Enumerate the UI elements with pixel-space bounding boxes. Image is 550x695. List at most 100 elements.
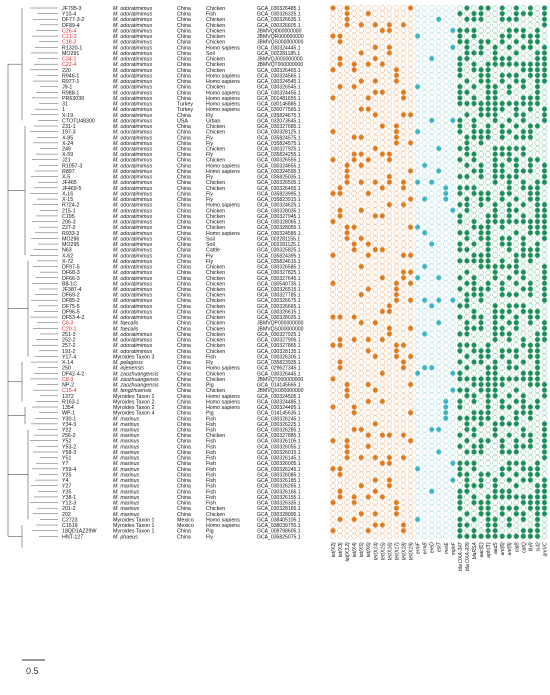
gene-cell	[421, 50, 428, 56]
gene-cell	[450, 308, 456, 315]
gene-cell	[464, 303, 470, 309]
gene-cell	[527, 10, 534, 17]
gene-cell	[344, 443, 350, 450]
gene-cell	[428, 72, 435, 79]
gene-cell	[520, 33, 527, 39]
gene-cell	[421, 173, 428, 180]
gene-cell	[344, 303, 350, 309]
gene-cell	[478, 533, 484, 540]
gene-cell	[365, 246, 372, 253]
gene-cell	[534, 421, 541, 427]
strain-id: C20-1	[62, 326, 76, 332]
gene-cell	[330, 511, 336, 517]
gene-label: ermF	[416, 541, 422, 554]
gene-cell	[450, 246, 456, 253]
gene-cell	[464, 454, 470, 461]
gene-cell	[450, 258, 456, 264]
gene-cell	[428, 140, 435, 146]
gene-cell	[492, 336, 498, 343]
gene-cell	[414, 370, 421, 377]
gene-cell	[485, 499, 491, 506]
gene-cell	[541, 376, 548, 382]
gene-cell	[407, 505, 414, 511]
gene-cell	[386, 190, 393, 197]
gene-cell	[393, 527, 400, 534]
strain-id: Y4	[62, 478, 69, 484]
gene-cell	[344, 263, 350, 270]
gene-cell	[386, 392, 393, 399]
gene-cell	[372, 111, 379, 118]
gene-cell	[513, 263, 520, 270]
gene-cell	[464, 482, 470, 489]
gene-cell	[464, 505, 470, 511]
gene-cell	[450, 213, 456, 219]
gene-cell	[337, 134, 343, 141]
gene-cell	[337, 376, 343, 382]
gene-cell	[485, 33, 491, 39]
strain-id: PR63039	[62, 96, 84, 102]
gene-cell	[428, 61, 435, 67]
strain-source: Chicken	[206, 225, 225, 231]
gene-cell	[414, 286, 421, 292]
strain-species: M. odoratimimus	[113, 6, 152, 12]
gene-cell	[400, 342, 407, 349]
gene-cell	[372, 230, 379, 236]
gene-cell	[506, 511, 513, 517]
gene-cell	[506, 392, 513, 399]
gene-cell	[506, 325, 513, 332]
gene-cell	[372, 258, 379, 264]
strain-source: Chicken	[206, 388, 225, 394]
gene-cell	[506, 156, 513, 163]
gene-cell	[471, 10, 477, 17]
gene-cell	[372, 533, 379, 540]
gene-cell	[464, 16, 470, 23]
strain-source: Chicken	[206, 287, 225, 293]
gene-cell	[400, 145, 407, 152]
gene-cell	[464, 336, 470, 343]
gene-cell	[450, 83, 456, 90]
gene-cell	[351, 342, 357, 349]
gene-cell	[337, 241, 343, 247]
gene-cell	[414, 336, 421, 343]
gene-cell	[351, 100, 357, 107]
gene-cell	[337, 437, 343, 444]
gene-cell	[492, 376, 498, 382]
gene-cell	[407, 426, 414, 433]
gene-cell	[330, 404, 336, 410]
gene-cell	[351, 44, 357, 51]
gene-cell	[464, 156, 470, 163]
strain-accession: GCA_030328125.1	[257, 130, 301, 136]
strain-id: DF77-3-2	[62, 17, 84, 23]
gene-cell	[534, 89, 541, 96]
strain-source: Fly	[206, 197, 213, 203]
gene-cell	[372, 117, 379, 124]
gene-cell	[450, 140, 456, 146]
strain-source: Soil	[206, 236, 215, 242]
gene-cell	[400, 196, 407, 202]
strain-country: China	[177, 73, 191, 79]
strain-accession: GCA_030328165.1	[257, 506, 301, 512]
gene-cell	[534, 482, 541, 489]
gene-cell	[421, 224, 428, 230]
gene-cell	[506, 83, 513, 90]
strain-species: M. odoratimimus	[113, 304, 152, 310]
gene-cell	[471, 196, 477, 202]
gene-cell	[337, 10, 343, 17]
gene-cell	[534, 230, 541, 236]
gene-cell	[471, 213, 477, 219]
strain-country: China	[177, 349, 191, 355]
strain-id: J21	[62, 158, 71, 164]
gene-cell	[400, 319, 407, 326]
gene-cell	[527, 134, 534, 141]
strain-source: Urban	[206, 118, 220, 124]
gene-cell	[534, 274, 541, 281]
strain-id: DF97-5	[62, 265, 80, 271]
gene-cell	[351, 494, 357, 500]
gene-cell	[513, 252, 520, 259]
gene-cell	[386, 454, 393, 461]
strain-accession: GCA_030326015.1	[257, 450, 301, 456]
gene-cell	[372, 308, 379, 315]
gene-cell	[358, 364, 365, 371]
gene-cell	[520, 319, 527, 326]
gene-cell	[386, 499, 393, 506]
